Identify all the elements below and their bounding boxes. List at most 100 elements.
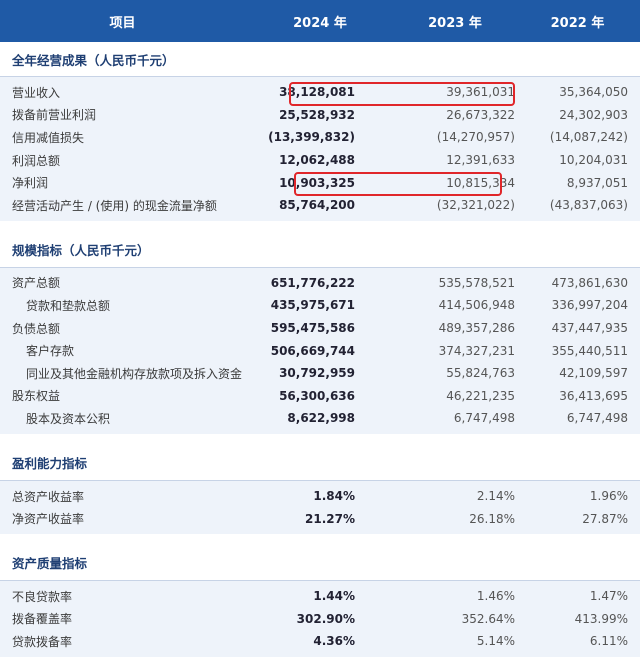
table-row: 拨备覆盖率 302.90% 352.64% 413.99% [0, 608, 640, 631]
header-item: 项目 [109, 15, 136, 31]
value-2024: 56,300,636 [279, 388, 355, 403]
section-title: 全年经营成果（人民币千元） [0, 42, 640, 77]
section-spacer [0, 534, 640, 546]
table-row: 信用减值损失 (13,399,832) (14,270,957) (14,087,24… [0, 126, 640, 149]
table-header: 项目 2024 年 2023 年 2022 年 [0, 0, 640, 42]
table-row: 资产总额 651,776,222 535,578,521 473,861,630 [0, 272, 640, 295]
header-2023: 2023 年 [428, 15, 482, 31]
table-row: 股东权益 56,300,636 46,221,235 36,413,695 [0, 385, 640, 408]
header-2022: 2022 年 [550, 15, 605, 31]
row-label: 客户存款 [26, 344, 75, 359]
value-2022: 8,937,051 [566, 175, 628, 190]
value-2024: 10,903,325 [279, 175, 355, 190]
section-title: 盈利能力指标 [0, 446, 640, 481]
value-2023: 39,361,031 [446, 85, 515, 100]
value-2022: 473,861,630 [551, 275, 628, 290]
section-block: 资产总额 651,776,222 535,578,521 473,861,630 贷款和… [0, 267, 640, 434]
table-row: 净资产收益率 21.27% 26.18% 27.87% [0, 507, 640, 530]
table-row: 净利润 10,903,325 10,815,334 8,937,051 [0, 171, 640, 194]
value-2022: 6,747,498 [566, 411, 628, 426]
row-label: 资产总额 [12, 276, 61, 291]
section-block: 营业收入 38,128,081 39,361,031 35,364,050 拨备前营业利… [0, 77, 640, 221]
section-title: 规模指标（人民币千元） [0, 233, 640, 268]
table-row: 客户存款 506,669,744 374,327,231 355,440,511 [0, 339, 640, 362]
row-label: 股本及资本公积 [26, 411, 111, 426]
value-2024: 38,128,081 [279, 85, 355, 100]
value-2022: 336,997,204 [551, 298, 628, 313]
value-2024: 435,975,671 [270, 298, 355, 313]
table-body: 全年经营成果（人民币千元） 营业收入 38,128,081 39,361,031 35,… [0, 42, 640, 657]
table-row: 贷款和垫款总额 435,975,671 414,506,948 336,997,204 [0, 294, 640, 317]
value-2023: 6,747,498 [453, 411, 515, 426]
header-2024: 2024 年 [293, 15, 347, 31]
row-label: 利润总额 [12, 153, 61, 168]
value-2023: 489,357,286 [438, 321, 515, 336]
row-label: 总资产收益率 [12, 489, 85, 504]
value-2024: 651,776,222 [270, 275, 355, 290]
value-2024: 595,475,586 [270, 321, 355, 336]
row-label: 拨备覆盖率 [12, 612, 73, 627]
value-2024: 8,622,998 [287, 411, 355, 426]
value-2023: 12,391,633 [446, 153, 515, 168]
section-spacer [0, 434, 640, 446]
value-2023: 26.18% [469, 511, 515, 526]
value-2024: 12,062,488 [279, 153, 355, 168]
value-2022: (14,087,242) [549, 130, 628, 145]
row-label: 信用减值损失 [12, 130, 85, 145]
value-2023: 1.46% [476, 589, 515, 604]
value-2022: 413.99% [574, 611, 628, 626]
value-2023: 374,327,231 [438, 343, 515, 358]
value-2023: 26,673,322 [446, 107, 515, 122]
section-block: 总资产收益率 1.84% 2.14% 1.96% 净资产收益率 21.27% 26.18% 2… [0, 480, 640, 534]
table-row: 负债总额 595,475,586 489,357,286 437,447,935 [0, 317, 640, 340]
value-2024: 25,528,932 [279, 107, 355, 122]
table-row: 总资产收益率 1.84% 2.14% 1.96% [0, 485, 640, 508]
value-2023: 414,506,948 [438, 298, 515, 313]
value-2023: 55,824,763 [446, 366, 515, 381]
value-2023: 535,578,521 [438, 275, 515, 290]
value-2024: 4.36% [313, 634, 355, 649]
row-label: 负债总额 [12, 321, 61, 336]
value-2023: 352.64% [461, 611, 515, 626]
value-2022: 6.11% [589, 634, 628, 649]
value-2022: 24,302,903 [559, 107, 628, 122]
section-block: 不良贷款率 1.44% 1.46% 1.47% 拨备覆盖率 302.90% 352.64% 4… [0, 580, 640, 657]
table-row: 股本及资本公积 8,622,998 6,747,498 6,747,498 [0, 407, 640, 430]
value-2022: (43,837,063) [549, 198, 628, 213]
value-2022: 1.47% [589, 589, 628, 604]
value-2024: (13,399,832) [268, 130, 355, 145]
value-2022: 42,109,597 [559, 366, 628, 381]
table-row: 经营活动产生 / (使用) 的现金流量净额 85,764,200 (32,321,0… [0, 194, 640, 217]
value-2023: 46,221,235 [446, 388, 515, 403]
table-row: 不良贷款率 1.44% 1.46% 1.47% [0, 585, 640, 608]
value-2024: 1.84% [313, 489, 355, 504]
section-spacer [0, 221, 640, 233]
row-label: 股东权益 [12, 389, 61, 404]
row-label: 净资产收益率 [12, 512, 85, 527]
table-row: 营业收入 38,128,081 39,361,031 35,364,050 [0, 81, 640, 104]
value-2024: 21.27% [305, 511, 355, 526]
table-row: 利润总额 12,062,488 12,391,633 10,204,031 [0, 149, 640, 172]
row-label: 同业及其他金融机构存放款项及拆入资金 [26, 366, 243, 381]
table-row: 贷款拨备率 4.36% 5.14% 6.11% [0, 630, 640, 653]
table-row: 拨备前营业利润 25,528,932 26,673,322 24,302,903 [0, 104, 640, 127]
value-2024: 30,792,959 [279, 366, 355, 381]
value-2022: 437,447,935 [551, 321, 628, 336]
value-2024: 85,764,200 [279, 198, 355, 213]
row-label: 不良贷款率 [12, 589, 73, 604]
table-row: 同业及其他金融机构存放款项及拆入资金 30,792,959 55,824,763 42… [0, 362, 640, 385]
row-label: 经营活动产生 / (使用) 的现金流量净额 [12, 198, 217, 213]
value-2022: 27.87% [582, 511, 628, 526]
value-2023: 5.14% [476, 634, 515, 649]
value-2022: 355,440,511 [551, 343, 628, 358]
highlight-box-revenue [289, 82, 515, 106]
row-label: 贷款拨备率 [12, 634, 73, 649]
value-2024: 302.90% [296, 611, 355, 626]
row-label: 拨备前营业利润 [12, 108, 97, 123]
row-label: 营业收入 [12, 85, 61, 100]
value-2023: 2.14% [476, 489, 515, 504]
value-2023: 10,815,334 [446, 175, 515, 190]
value-2022: 36,413,695 [559, 388, 628, 403]
